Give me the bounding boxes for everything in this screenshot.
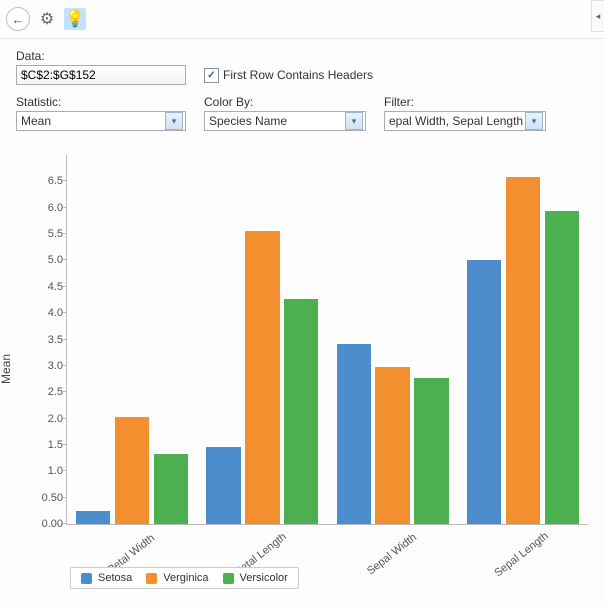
y-tick-mark xyxy=(63,391,67,392)
y-tick-mark xyxy=(63,339,67,340)
y-tick-mark xyxy=(63,418,67,419)
data-input[interactable] xyxy=(16,65,186,85)
bar xyxy=(284,299,318,524)
bars-layer xyxy=(67,155,588,524)
legend-label: Versicolor xyxy=(240,572,288,584)
bar xyxy=(375,367,409,524)
filter-field: Filter: epal Width, Sepal Length ▾ xyxy=(384,95,546,131)
y-axis-title: Mean xyxy=(0,354,13,384)
back-button[interactable]: ← xyxy=(6,7,30,31)
first-row-headers-checkbox[interactable]: ✓ First Row Contains Headers xyxy=(204,65,373,85)
bar xyxy=(206,447,240,524)
y-tick-label: 1.5 xyxy=(48,439,67,451)
y-tick-mark xyxy=(63,312,67,313)
bar xyxy=(545,211,579,524)
plot-region: 0.000.501.01.52.02.53.03.54.04.55.05.56.… xyxy=(66,155,588,525)
y-tick-label: 4.0 xyxy=(48,307,67,319)
legend-label: Setosa xyxy=(98,572,132,584)
bar xyxy=(154,454,188,524)
legend-swatch xyxy=(146,573,157,584)
y-tick-label: 0.00 xyxy=(42,518,67,530)
legend-swatch xyxy=(81,573,92,584)
data-label: Data: xyxy=(16,49,186,63)
settings-button[interactable]: ⚙ xyxy=(36,8,58,30)
bar xyxy=(506,177,540,524)
bar xyxy=(467,260,501,524)
statistic-value: Mean xyxy=(21,114,51,128)
y-tick-mark xyxy=(63,233,67,234)
y-tick-label: 3.5 xyxy=(48,334,67,346)
checkbox-icon: ✓ xyxy=(204,68,219,83)
y-tick-mark xyxy=(63,259,67,260)
colorby-select[interactable]: Species Name ▾ xyxy=(204,111,366,131)
legend: Setosa Verginica Versicolor xyxy=(70,567,299,589)
y-tick-label: 0.50 xyxy=(42,492,67,504)
y-tick-mark xyxy=(63,286,67,287)
chevron-down-icon: ▾ xyxy=(345,112,363,130)
bar xyxy=(337,344,371,524)
colorby-field: Color By: Species Name ▾ xyxy=(204,95,366,131)
legend-item: Verginica xyxy=(146,572,208,584)
filter-value: epal Width, Sepal Length xyxy=(389,114,523,128)
y-tick-label: 6.5 xyxy=(48,175,67,187)
bar xyxy=(115,417,149,524)
y-tick-label: 1.0 xyxy=(48,465,67,477)
x-category-label: Sepal Width xyxy=(365,531,419,577)
y-tick-label: 3.0 xyxy=(48,360,67,372)
chart-area: Mean 0.000.501.01.52.02.53.03.54.04.55.0… xyxy=(12,149,592,589)
chevron-down-icon: ▾ xyxy=(525,112,543,130)
y-tick-label: 5.0 xyxy=(48,254,67,266)
data-field: Data: xyxy=(16,49,186,85)
y-tick-label: 2.5 xyxy=(48,386,67,398)
legend-label: Verginica xyxy=(163,572,208,584)
y-tick-label: 6.0 xyxy=(48,202,67,214)
legend-swatch xyxy=(223,573,234,584)
statistic-label: Statistic: xyxy=(16,95,186,109)
toolbar: ← ⚙ 💡 xyxy=(0,0,604,39)
idea-button[interactable]: 💡 xyxy=(64,8,86,30)
y-tick-label: 4.5 xyxy=(48,281,67,293)
y-tick-mark xyxy=(63,180,67,181)
y-tick-mark xyxy=(63,207,67,208)
colorby-label: Color By: xyxy=(204,95,366,109)
x-category-label: Sepal Length xyxy=(492,530,550,579)
bar xyxy=(245,231,279,524)
form-area: Data: ✓ First Row Contains Headers Stati… xyxy=(0,39,604,145)
y-tick-label: 2.0 xyxy=(48,413,67,425)
y-tick-mark xyxy=(63,444,67,445)
y-tick-mark xyxy=(63,470,67,471)
back-icon: ← xyxy=(12,12,25,27)
y-tick-mark xyxy=(63,523,67,524)
side-expander-button[interactable]: ◂ xyxy=(591,0,604,32)
y-tick-mark xyxy=(63,497,67,498)
filter-label: Filter: xyxy=(384,95,546,109)
y-tick-mark xyxy=(63,365,67,366)
legend-item: Setosa xyxy=(81,572,132,584)
bar xyxy=(76,511,110,524)
first-row-headers-label: First Row Contains Headers xyxy=(223,68,373,82)
colorby-value: Species Name xyxy=(209,114,287,128)
chevron-down-icon: ▾ xyxy=(165,112,183,130)
chevron-left-icon: ◂ xyxy=(596,11,601,22)
gear-icon: ⚙ xyxy=(40,9,54,29)
bulb-icon: 💡 xyxy=(65,9,85,29)
statistic-select[interactable]: Mean ▾ xyxy=(16,111,186,131)
statistic-field: Statistic: Mean ▾ xyxy=(16,95,186,131)
y-tick-label: 5.5 xyxy=(48,228,67,240)
legend-item: Versicolor xyxy=(223,572,288,584)
bar xyxy=(414,378,448,524)
filter-select[interactable]: epal Width, Sepal Length ▾ xyxy=(384,111,546,131)
